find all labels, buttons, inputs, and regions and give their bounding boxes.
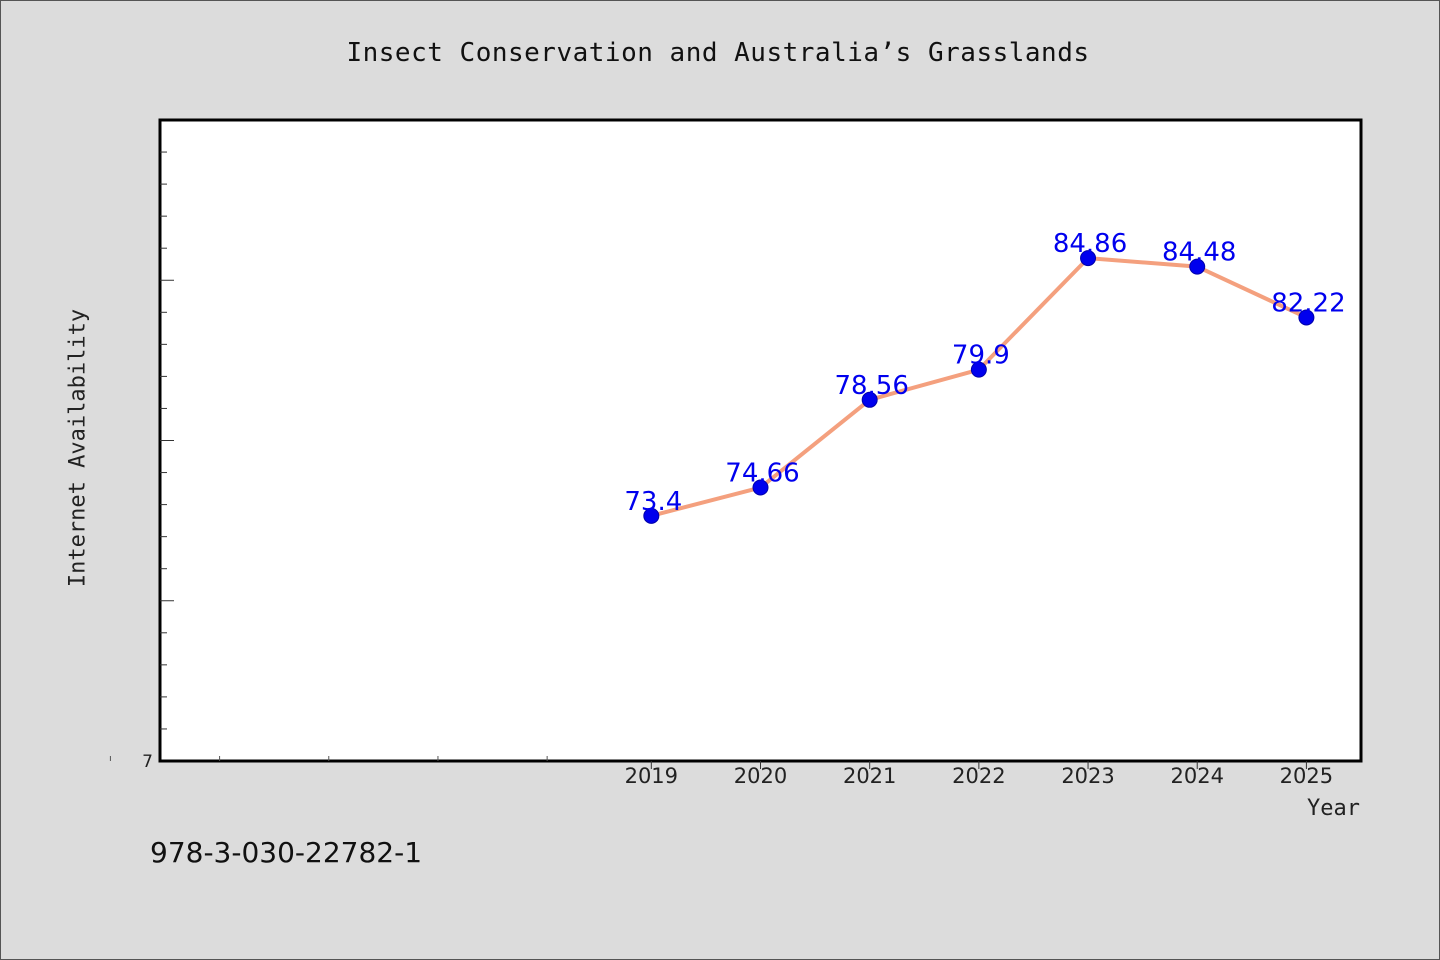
data-point bbox=[861, 391, 878, 408]
data-point bbox=[1080, 250, 1097, 267]
data-label: 79.9 bbox=[952, 341, 1010, 371]
chart-title: Insect Conservation and Australia’s Gras… bbox=[346, 38, 1090, 68]
x-tick-label: 2022 bbox=[952, 764, 1005, 788]
data-label: 84.86 bbox=[1053, 229, 1127, 259]
data-label: 74.66 bbox=[725, 459, 799, 489]
data-label: 84.48 bbox=[1162, 238, 1236, 268]
data-labels: 73.4 74.66 78.56 79.9 84.86 84.48 82.22 bbox=[624, 229, 1345, 517]
data-point bbox=[1298, 309, 1315, 326]
isbn-text: 978-3-030-22782-1 bbox=[150, 836, 423, 869]
x-tick-label: 2024 bbox=[1171, 764, 1224, 788]
x-tick-label: 2023 bbox=[1061, 764, 1114, 788]
data-markers bbox=[643, 250, 1315, 524]
y-tick-label: 7 bbox=[142, 752, 153, 772]
data-point bbox=[970, 361, 987, 378]
data-point bbox=[643, 507, 660, 524]
x-tick-label: 2020 bbox=[734, 764, 787, 788]
y-axis-ticks: 7 bbox=[142, 151, 174, 772]
data-label: 78.56 bbox=[834, 371, 908, 401]
x-tick-label: 2021 bbox=[843, 764, 896, 788]
data-label: 73.4 bbox=[624, 487, 682, 517]
data-label: 82.22 bbox=[1271, 288, 1345, 318]
x-axis-ticks: 2019 2020 2021 2022 2023 2024 2025 bbox=[109, 756, 1333, 788]
data-point bbox=[752, 479, 769, 496]
x-tick-label: 2025 bbox=[1280, 764, 1333, 788]
data-point bbox=[1189, 258, 1206, 275]
plot-area bbox=[158, 118, 1363, 763]
x-axis-label: Year bbox=[1307, 796, 1360, 821]
x-tick-label: 2019 bbox=[625, 764, 678, 788]
